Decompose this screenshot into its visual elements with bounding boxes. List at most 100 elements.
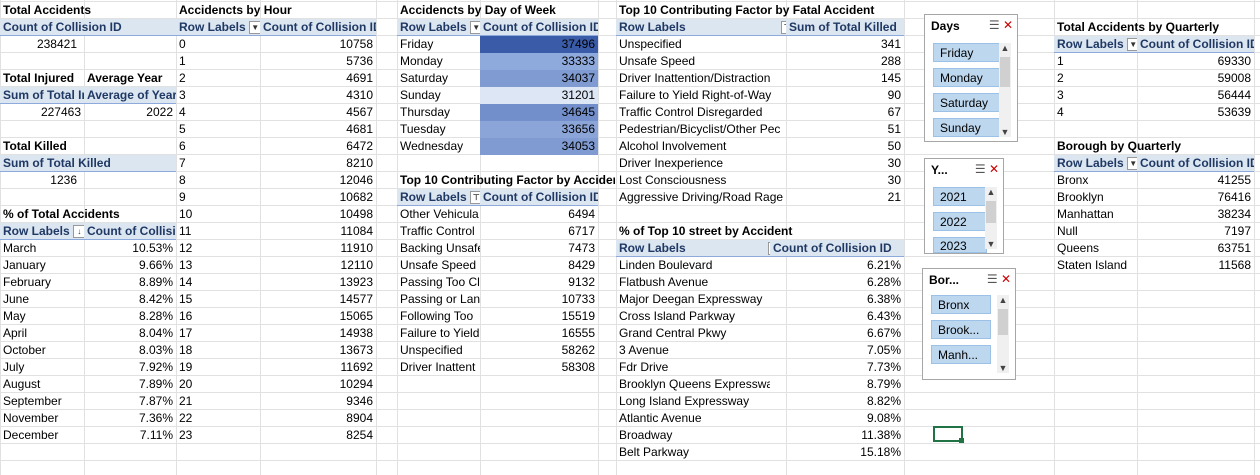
fill-handle[interactable] bbox=[959, 438, 964, 443]
day-row-value[interactable]: 33656 bbox=[480, 121, 598, 138]
pct-row-label[interactable]: January bbox=[3, 258, 46, 272]
pct-row-label[interactable]: April bbox=[3, 326, 28, 340]
pct-row-value[interactable]: 7.87% bbox=[138, 394, 173, 408]
pct-row-value[interactable]: 7.89% bbox=[138, 377, 173, 391]
hour-row-label[interactable]: 19 bbox=[179, 360, 193, 374]
year-slicer-item[interactable]: 2023 bbox=[933, 237, 987, 253]
total-injured-value[interactable]: 227463 bbox=[40, 105, 81, 119]
street-row-label[interactable]: Long Island Expressway bbox=[619, 394, 750, 408]
borough-row-labels[interactable]: Row Labels ▼ bbox=[1054, 155, 1137, 172]
year-slicer-item[interactable]: 2022 bbox=[933, 212, 987, 231]
borough-row-value[interactable]: 76416 bbox=[1217, 190, 1251, 204]
factor-fatal-value-header[interactable]: Sum of Total Killed bbox=[786, 19, 904, 36]
borough-row-value[interactable]: 11568 bbox=[1218, 258, 1251, 272]
pct-row-value[interactable]: 7.11% bbox=[139, 428, 173, 442]
filter-icon[interactable]: ⊤ bbox=[469, 191, 480, 205]
hour-row-value[interactable]: 12046 bbox=[339, 173, 373, 187]
factor-accident-row-label[interactable]: Failure to Yield bbox=[400, 326, 480, 340]
year-slicer[interactable]: Y... ☰ ✕ 2021 2022 2023 ▲ ▼ bbox=[924, 158, 1004, 254]
hour-row-label[interactable]: 8 bbox=[179, 173, 186, 187]
street-row-label[interactable]: Linden Boulevard bbox=[619, 258, 713, 272]
hour-row-value[interactable]: 13923 bbox=[339, 275, 373, 289]
factor-accident-row-value[interactable]: 10733 bbox=[561, 292, 595, 306]
scroll-down-icon[interactable]: ▼ bbox=[1000, 127, 1010, 137]
day-row-label[interactable]: Saturday bbox=[400, 71, 449, 85]
factor-accident-row-label[interactable]: Traffic Control bbox=[400, 224, 475, 238]
year-slicer-scrollbar[interactable]: ▲ ▼ bbox=[985, 187, 997, 249]
hour-row-value[interactable]: 15065 bbox=[339, 309, 373, 323]
total-accidents-value[interactable]: 238421 bbox=[36, 37, 77, 51]
scroll-down-icon[interactable]: ▼ bbox=[986, 239, 996, 249]
pct-row-value[interactable]: 8.89% bbox=[138, 275, 173, 289]
hour-row-label[interactable]: 16 bbox=[179, 309, 193, 323]
dropdown-arrow-icon[interactable]: ▼ bbox=[248, 21, 260, 35]
borough-value-header[interactable]: Count of Collision ID bbox=[1137, 155, 1254, 172]
day-row-label[interactable]: Thursday bbox=[400, 105, 451, 119]
by-day-value-header[interactable]: Count of Collision ID bbox=[480, 19, 598, 36]
street-row-value[interactable]: 6.43% bbox=[866, 309, 901, 323]
pct-row-label[interactable]: September bbox=[3, 394, 62, 408]
scroll-up-icon[interactable]: ▲ bbox=[986, 187, 996, 197]
multi-select-icon[interactable]: ☰ bbox=[986, 272, 998, 286]
dropdown-arrow-icon[interactable]: ▼ bbox=[1126, 38, 1137, 52]
borough-row-label[interactable]: Bronx bbox=[1057, 173, 1089, 187]
borough-slicer[interactable]: Bor... ☰ ✕ Bronx Brook... Manh... ▲ ▼ bbox=[922, 268, 1016, 380]
pct-row-label[interactable]: June bbox=[3, 292, 30, 306]
scroll-thumb[interactable] bbox=[986, 201, 996, 223]
filter-icon[interactable]: ⊤ bbox=[780, 21, 786, 35]
by-hour-row-labels[interactable]: Row Labels ▼ bbox=[176, 19, 260, 36]
hour-row-label[interactable]: 22 bbox=[179, 411, 193, 425]
hour-row-value[interactable]: 8210 bbox=[346, 156, 373, 170]
days-slicer-item[interactable]: Saturday bbox=[933, 93, 1001, 112]
hour-row-label[interactable]: 4 bbox=[179, 105, 186, 119]
street-row-value[interactable]: 7.73% bbox=[866, 360, 901, 374]
street-row-value[interactable]: 11.38% bbox=[861, 428, 901, 442]
dropdown-arrow-icon[interactable]: ▼ bbox=[1126, 157, 1137, 171]
street-row-label[interactable]: Fdr Drive bbox=[619, 360, 669, 374]
street-row-value[interactable]: 6.67% bbox=[866, 326, 901, 340]
factor-accident-row-label[interactable]: Unspecified bbox=[400, 343, 463, 357]
hour-row-value[interactable]: 4567 bbox=[346, 105, 373, 119]
average-year-header[interactable]: Average of Year bbox=[84, 87, 176, 104]
factor-fatal-row-value[interactable]: 51 bbox=[887, 122, 901, 136]
average-year-value[interactable]: 2022 bbox=[146, 105, 173, 119]
hour-row-value[interactable]: 14577 bbox=[339, 292, 373, 306]
hour-row-label[interactable]: 1 bbox=[179, 54, 186, 68]
hour-row-value[interactable]: 4310 bbox=[346, 88, 373, 102]
factor-accident-row-value[interactable]: 16555 bbox=[561, 326, 595, 340]
hour-row-value[interactable]: 10294 bbox=[339, 377, 373, 391]
quarterly-row-label[interactable]: 1 bbox=[1057, 54, 1064, 68]
hour-row-value[interactable]: 6472 bbox=[346, 139, 373, 153]
hour-row-value[interactable]: 13673 bbox=[339, 343, 373, 357]
sort-desc-icon[interactable]: ↓ bbox=[72, 225, 84, 239]
factor-fatal-row-label[interactable]: Driver Inattention/Distraction bbox=[619, 71, 771, 85]
street-row-label[interactable]: Major Deegan Expressway bbox=[619, 292, 763, 306]
street-value-header[interactable]: Count of Collision ID bbox=[770, 240, 904, 257]
street-row-labels[interactable]: Row Labels ⊤ bbox=[616, 240, 770, 257]
clear-filter-icon[interactable]: ✕ bbox=[988, 162, 999, 176]
factor-fatal-row-label[interactable]: Traffic Control Disregarded bbox=[619, 105, 763, 119]
street-row-value[interactable]: 6.21% bbox=[866, 258, 901, 272]
pct-row-label[interactable]: May bbox=[3, 309, 26, 323]
day-row-label[interactable]: Friday bbox=[400, 37, 434, 51]
borough-row-value[interactable]: 38234 bbox=[1217, 207, 1251, 221]
factor-accident-row-label[interactable]: Passing or Lan bbox=[400, 292, 480, 306]
day-row-value[interactable]: 31201 bbox=[480, 87, 598, 104]
pct-row-value[interactable]: 8.03% bbox=[138, 343, 173, 357]
hour-row-label[interactable]: 9 bbox=[179, 190, 186, 204]
factor-accident-row-label[interactable]: Unsafe Speed bbox=[400, 258, 477, 272]
hour-row-label[interactable]: 3 bbox=[179, 88, 186, 102]
pct-row-label[interactable]: November bbox=[3, 411, 59, 425]
days-slicer[interactable]: Days ☰ ✕ Friday Monday Saturday Sunday ▲… bbox=[924, 14, 1018, 142]
day-row-value[interactable]: 34053 bbox=[480, 138, 598, 155]
hour-row-label[interactable]: 7 bbox=[179, 156, 186, 170]
days-slicer-item[interactable]: Friday bbox=[933, 43, 1001, 62]
hour-row-value[interactable]: 10682 bbox=[339, 190, 373, 204]
pct-row-label[interactable]: August bbox=[3, 377, 41, 391]
hour-row-value[interactable]: 11084 bbox=[340, 224, 373, 238]
total-killed-value[interactable]: 1236 bbox=[50, 173, 77, 187]
day-row-value[interactable]: 33333 bbox=[480, 53, 598, 70]
borough-row-label[interactable]: Brooklyn bbox=[1057, 190, 1104, 204]
hour-row-label[interactable]: 11 bbox=[179, 224, 192, 238]
street-row-label[interactable]: Atlantic Avenue bbox=[619, 411, 702, 425]
